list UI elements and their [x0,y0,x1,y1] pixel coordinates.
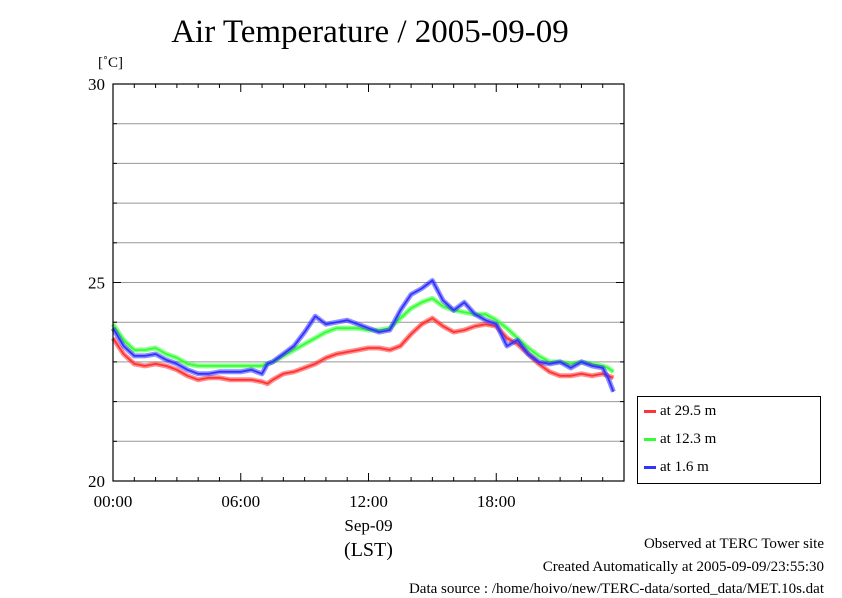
x-tick-label: 00:00 [94,492,133,511]
series-lines [110,278,616,393]
x-axis-sublabel: (LST) [344,539,393,561]
series-line-2 [112,279,615,393]
y-tick-label: 25 [88,274,105,293]
series-line-1 [112,297,614,373]
y-tick-label: 30 [88,75,105,94]
y-axis-unit-label: [˚C] [98,55,123,71]
footer-observed-site: Observed at TERC Tower site [643,536,824,552]
x-axis-label: Sep-09 [344,516,392,535]
legend-label-1-6m: at 1.6 m [660,458,709,475]
axis-labels: 20 25 30 00:00 06:00 12:00 18:00 Sep-09 (LST) [88,75,516,561]
chart-title: Air Temperature / 2005-09-09 [171,14,569,50]
legend-swatch-1-6m [644,465,656,469]
legend-label-12-3m: at 12.3 m [660,430,717,447]
axis-ticks [112,83,625,482]
footer-created-time: Created Automatically at 2005-09-09/23:5… [542,559,824,575]
x-tick-label: 06:00 [221,492,260,511]
footer-data-source: Data source : /home/hoivo/new/TERC-data/… [408,581,824,597]
y-tick-label: 20 [88,472,105,491]
legend-swatch-29-5m [644,409,656,413]
legend-item-29-5m: at 29.5 m [644,401,716,421]
legend-item-1-6m: at 1.6 m [644,457,709,477]
legend-swatch-12-3m [644,437,656,441]
grid-lines [113,123,624,442]
legend-label-29-5m: at 29.5 m [660,402,717,419]
legend-item-12-3m: at 12.3 m [644,429,716,449]
x-tick-label: 18:00 [477,492,516,511]
legend: at 29.5 m at 12.3 m at 1.6 m [637,396,821,484]
x-tick-label: 12:00 [349,492,388,511]
